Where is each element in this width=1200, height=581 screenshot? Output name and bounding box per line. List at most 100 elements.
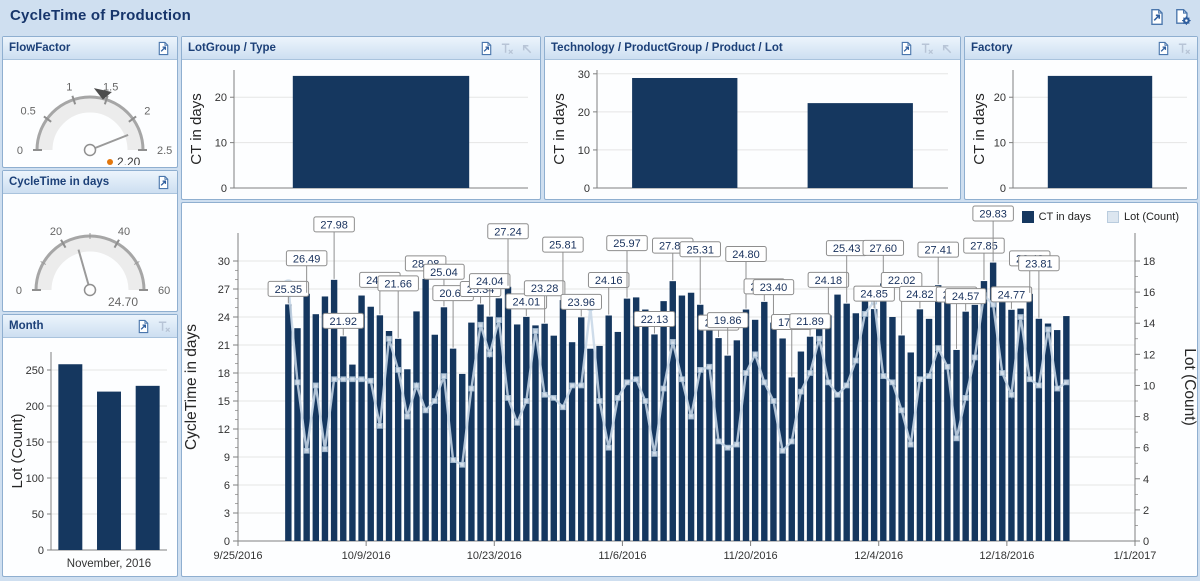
export-item-icon[interactable] [1156, 41, 1171, 56]
ct-bar[interactable] [989, 262, 997, 541]
ct-bar[interactable] [1044, 323, 1052, 541]
ct-bar[interactable] [1053, 330, 1061, 541]
ct-bar[interactable] [980, 281, 988, 541]
ct-bar[interactable] [413, 311, 420, 541]
ct-bar[interactable] [999, 289, 1006, 541]
bar[interactable] [58, 364, 83, 550]
ct-bar[interactable] [944, 296, 951, 541]
ct-bar[interactable] [1008, 309, 1015, 541]
ct-bar[interactable] [770, 322, 777, 541]
ct-bar[interactable] [596, 345, 603, 541]
ct-bar[interactable] [605, 315, 612, 541]
ct-bar[interactable] [358, 295, 365, 541]
ct-bar[interactable] [898, 335, 905, 541]
ct-bar[interactable] [486, 316, 493, 541]
ct-bar[interactable] [861, 293, 869, 541]
ct-bar[interactable] [303, 293, 310, 541]
ct-bar[interactable] [1026, 293, 1033, 541]
ct-bar[interactable] [614, 331, 622, 541]
ct-bar[interactable] [916, 309, 924, 541]
ct-bar[interactable] [651, 334, 658, 541]
ct-bar[interactable] [1035, 318, 1043, 541]
ct-bar[interactable] [870, 309, 878, 541]
ct-bar[interactable] [321, 296, 329, 541]
technology-bar-chart[interactable]: 0 10 20 30 CT in days [545, 60, 960, 198]
ct-bar[interactable] [523, 316, 530, 541]
ct-bar[interactable] [935, 285, 942, 541]
ct-bar[interactable] [367, 306, 374, 541]
ct-bar[interactable] [559, 300, 567, 541]
export-item-icon[interactable] [136, 319, 151, 334]
dashboard-settings-icon[interactable] [1174, 8, 1192, 26]
ct-bar[interactable] [971, 304, 979, 541]
ct-bar[interactable] [468, 322, 475, 541]
month-bar-chart[interactable]: 0 50 100 150 200 250 Lot (Count) November, 2016 [3, 338, 175, 574]
ct-bar[interactable] [742, 309, 750, 541]
legend-item-lot[interactable]: Lot (Count) [1106, 211, 1179, 223]
ct-bar[interactable] [1063, 316, 1070, 541]
ct-bar[interactable] [642, 309, 649, 541]
ct-bar[interactable] [843, 303, 850, 541]
ct-bar[interactable] [779, 338, 786, 541]
ct-bar[interactable] [660, 301, 667, 541]
ct-bar[interactable] [330, 279, 338, 541]
bar[interactable] [1047, 75, 1153, 188]
ct-bar[interactable] [761, 301, 768, 541]
bar[interactable] [135, 385, 160, 550]
ct-bar[interactable] [953, 349, 960, 541]
lotgroup-bar-chart[interactable]: 0 10 20 CT in days [182, 60, 540, 198]
ct-bar[interactable] [495, 298, 503, 541]
ct-bar[interactable] [834, 294, 841, 541]
ct-bar[interactable] [706, 327, 713, 541]
ct-bar[interactable] [513, 324, 521, 541]
ct-bar[interactable] [697, 304, 704, 541]
ct-bar[interactable] [678, 295, 686, 541]
ct-bar[interactable] [285, 304, 292, 541]
ct-bar[interactable] [504, 286, 512, 541]
cycletime-gauge[interactable]: 0 20 40 60 24.70 [3, 194, 177, 309]
export-item-icon[interactable] [156, 41, 171, 56]
ct-bar[interactable] [312, 314, 320, 541]
ct-bar[interactable] [394, 338, 402, 541]
ct-bar[interactable] [788, 377, 795, 541]
ct-bar[interactable] [889, 317, 896, 541]
ct-bar[interactable] [550, 335, 557, 541]
ct-bar[interactable] [294, 328, 301, 541]
ct-bar[interactable] [852, 313, 860, 541]
ct-bar[interactable] [449, 348, 457, 541]
ct-bar[interactable] [440, 307, 448, 541]
ct-bar[interactable] [925, 318, 933, 541]
ct-bar[interactable] [477, 304, 484, 541]
ct-bar[interactable] [587, 348, 594, 541]
ct-bar[interactable] [632, 297, 640, 541]
ct-bar[interactable] [962, 311, 969, 541]
bar[interactable] [632, 77, 738, 188]
ct-bar[interactable] [816, 323, 823, 541]
ct-bar[interactable] [623, 298, 631, 541]
flowfactor-gauge[interactable]: 0 0.5 1 1.5 2 2.5 2.20 [3, 60, 177, 169]
ct-bar[interactable] [340, 336, 347, 541]
factory-bar-chart[interactable]: 0 10 20 CT in days [965, 60, 1197, 198]
export-dashboard-icon[interactable] [1148, 8, 1166, 26]
legend-item-ct[interactable]: CT in days [1021, 211, 1091, 223]
ct-bar[interactable] [404, 369, 411, 541]
ct-bar[interactable] [797, 351, 805, 541]
bar[interactable] [807, 103, 913, 188]
ct-bar[interactable] [431, 334, 438, 541]
bar[interactable] [292, 75, 470, 188]
ct-bar[interactable] [806, 336, 814, 541]
ct-bar[interactable] [541, 323, 548, 541]
ct-bar[interactable] [751, 319, 759, 541]
ct-bar[interactable] [349, 364, 356, 541]
ct-bar[interactable] [880, 283, 887, 541]
ct-bar[interactable] [385, 331, 393, 541]
ct-bar[interactable] [578, 317, 585, 541]
ct-bar[interactable] [1017, 308, 1024, 541]
bar[interactable] [97, 391, 121, 550]
ct-bar[interactable] [825, 315, 832, 541]
export-item-icon[interactable] [899, 41, 914, 56]
main-ct-lot-chart[interactable]: 0369121518212427300246810121416189/25/20… [182, 203, 1198, 576]
export-item-icon[interactable] [479, 41, 494, 56]
ct-bar[interactable] [669, 281, 676, 541]
export-item-icon[interactable] [156, 175, 171, 190]
